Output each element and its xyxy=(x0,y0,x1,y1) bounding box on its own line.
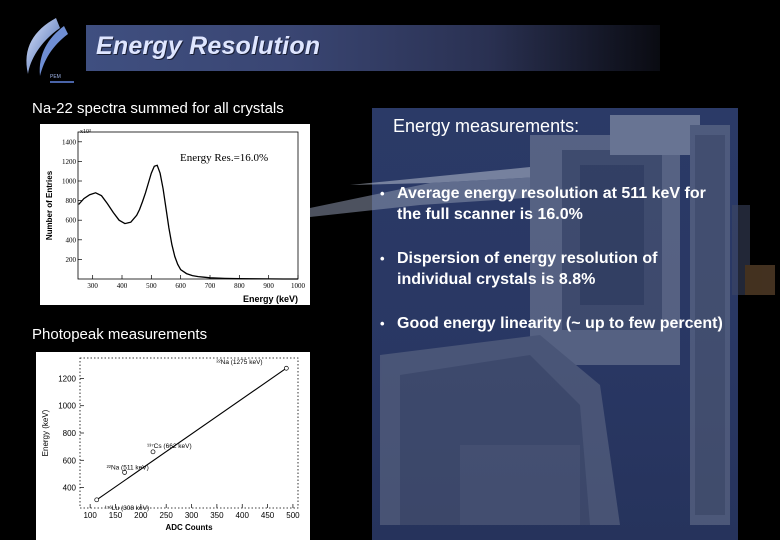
data-point-label: ²²Na (511 keV) xyxy=(107,464,149,471)
y-tick-label: 1200 xyxy=(58,374,76,383)
spectra-caption: Na-22 spectra summed for all crystals xyxy=(32,100,284,117)
bullet-text: Dispersion of energy resolution of indiv… xyxy=(397,250,658,288)
bullet-dot: • xyxy=(380,186,385,201)
y-tick-label: 400 xyxy=(63,484,77,493)
x-tick-label: 1000 xyxy=(291,282,306,290)
x-tick-label: 900 xyxy=(263,282,274,290)
bullet-dot: • xyxy=(380,316,385,331)
bullet-item: • Good energy linearity (~ up to few per… xyxy=(380,313,727,334)
fit-line xyxy=(96,367,287,501)
x-axis-label: ADC Counts xyxy=(165,523,213,532)
y-tick-label: 200 xyxy=(66,256,77,264)
x-tick-label: 300 xyxy=(87,282,98,290)
spectrum-chart-svg: 300 400 500 600 700 800 900 1000 200 400 600 800 100… xyxy=(45,129,306,304)
spectrum-line xyxy=(78,164,298,280)
data-point xyxy=(150,449,156,455)
plot-frame xyxy=(77,131,299,280)
x-tick-label: 150 xyxy=(109,511,123,520)
logo-text: PEM xyxy=(50,74,61,80)
x-tick-label: 500 xyxy=(146,282,157,290)
y-tick-label: 1400 xyxy=(62,138,77,146)
title-bar xyxy=(86,25,660,71)
x-tick-label: 100 xyxy=(83,511,97,520)
x-tick-label: 400 xyxy=(117,282,128,290)
bullet-dot: • xyxy=(380,251,385,266)
data-point-label: ¹⁷⁶Lu (308 keV) xyxy=(105,505,149,512)
data-point-label: ²²Na (1275 keV) xyxy=(216,359,262,366)
bullet-text: Average energy resolution at 511 keV for… xyxy=(397,185,706,223)
x-tick-label: 200 xyxy=(134,511,148,520)
y-axis-label: Energy (keV) xyxy=(41,409,50,456)
x-tick-label: 400 xyxy=(236,511,250,520)
data-point-label: ¹³⁷Cs (662 keV) xyxy=(147,443,192,450)
x-tick-label: 700 xyxy=(205,282,216,290)
x-tick-label: 600 xyxy=(175,282,186,290)
x-tick-label: 300 xyxy=(185,511,199,520)
linearity-chart: 100 150 200 250 300 350 400 450 500 400 600 800 1000… xyxy=(36,352,310,540)
linearity-chart-svg: 100 150 200 250 300 350 400 450 500 400 600 800 1000… xyxy=(41,357,300,532)
photopeak-caption: Photopeak measurements xyxy=(32,326,208,343)
scanner-illustration xyxy=(310,115,775,525)
bullet-item: • Average energy resolution at 511 keV f… xyxy=(380,183,727,225)
resolution-annotation: Energy Res.=16.0% xyxy=(180,152,268,164)
x-tick-label: 500 xyxy=(286,511,300,520)
x-tick-label: 800 xyxy=(234,282,245,290)
spectrum-chart: 300 400 500 600 700 800 900 1000 200 400 600 800 100… xyxy=(40,124,310,305)
y-tick-label: 1200 xyxy=(62,158,77,166)
logo: PEM xyxy=(26,18,74,83)
y-tick-label: 800 xyxy=(66,197,77,205)
data-point xyxy=(122,470,127,475)
y-tick-label: 600 xyxy=(66,217,77,225)
y-tick-label: 800 xyxy=(63,429,77,438)
bullet-text: Good energy linearity (~ up to few perce… xyxy=(397,315,723,332)
y-tick-label: 1000 xyxy=(58,402,76,411)
data-point xyxy=(283,365,289,371)
y-tick-label: 1000 xyxy=(62,178,77,186)
x-tick-label: 250 xyxy=(160,511,174,520)
plot-frame xyxy=(79,357,299,509)
y-axis-label: Number of Entries xyxy=(45,170,54,240)
x-tick-label: 350 xyxy=(210,511,224,520)
y-tick-label: 400 xyxy=(66,236,77,244)
axis-multiplier: x10³ xyxy=(80,129,91,135)
panel-title: Energy measurements: xyxy=(393,116,580,136)
page-title: Energy Resolution xyxy=(96,32,321,60)
y-tick-label: 600 xyxy=(63,456,77,465)
x-axis-label: Energy (keV) xyxy=(243,294,298,304)
bullet-item: • Dispersion of energy resolution of ind… xyxy=(380,248,727,290)
data-point xyxy=(94,497,100,503)
x-tick-label: 450 xyxy=(261,511,275,520)
